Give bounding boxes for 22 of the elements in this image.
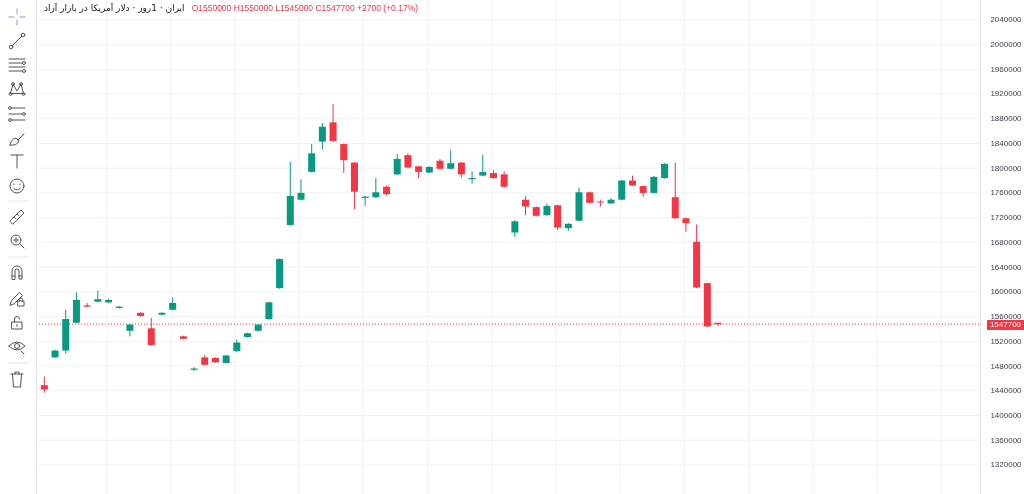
y-tick-label: 1640000 xyxy=(990,262,1023,272)
y-tick-label: 1880000 xyxy=(990,114,1023,124)
y-tick-label: 1720000 xyxy=(990,213,1023,223)
y-tick-label: 1560000 xyxy=(990,312,1023,322)
y-tick-label: 1600000 xyxy=(990,287,1023,297)
y-tick-label: 1760000 xyxy=(990,188,1023,198)
price-tag: 1547700 xyxy=(987,319,1024,330)
y-tick-label: 2040000 xyxy=(990,15,1023,25)
y-tick-label: 1440000 xyxy=(990,386,1023,396)
y-tick-label: 1320000 xyxy=(990,460,1023,470)
y-tick-label: 1960000 xyxy=(990,64,1023,74)
y-tick-label: 1480000 xyxy=(990,361,1023,371)
y-tick-label: 1400000 xyxy=(990,410,1023,420)
y-tick-label: 1800000 xyxy=(990,163,1023,173)
y-tick-label: 1520000 xyxy=(990,336,1023,346)
y-tick-label: 2000000 xyxy=(990,40,1023,50)
y-tick-label: 1360000 xyxy=(990,435,1023,445)
chart-subtitle: O1550000 H1550000 L1545000 C1547700 +2700 (+0.17%) xyxy=(191,3,419,13)
y-tick-label: 1680000 xyxy=(990,237,1023,247)
y-tick-label: 1920000 xyxy=(990,89,1023,99)
y-tick-label: 1840000 xyxy=(990,138,1023,148)
chart-title: ایران · 1روز · دلار آمریکا در بازار آزاد xyxy=(44,3,185,13)
